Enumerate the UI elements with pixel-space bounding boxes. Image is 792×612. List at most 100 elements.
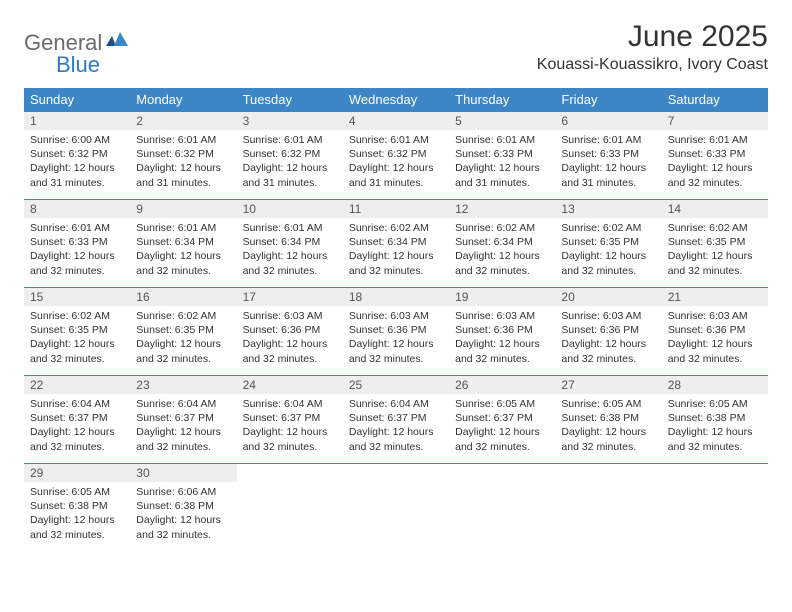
sunset-text: Sunset: 6:34 PM [136, 235, 230, 249]
day-body: Sunrise: 6:01 AMSunset: 6:32 PMDaylight:… [343, 130, 449, 196]
day-cell: 19Sunrise: 6:03 AMSunset: 6:36 PMDayligh… [449, 288, 555, 376]
sunrise-text: Sunrise: 6:05 AM [561, 397, 655, 411]
sunset-text: Sunset: 6:38 PM [136, 499, 230, 513]
daylight-text-2: and 32 minutes. [136, 440, 230, 454]
day-body: Sunrise: 6:03 AMSunset: 6:36 PMDaylight:… [449, 306, 555, 372]
daylight-text-2: and 32 minutes. [561, 440, 655, 454]
day-number: 14 [662, 200, 768, 218]
sunrise-text: Sunrise: 6:01 AM [136, 221, 230, 235]
sunrise-text: Sunrise: 6:05 AM [668, 397, 762, 411]
sunrise-text: Sunrise: 6:04 AM [136, 397, 230, 411]
sunrise-text: Sunrise: 6:01 AM [30, 221, 124, 235]
daylight-text-1: Daylight: 12 hours [561, 161, 655, 175]
sunrise-text: Sunrise: 6:01 AM [668, 133, 762, 147]
sunrise-text: Sunrise: 6:03 AM [349, 309, 443, 323]
day-cell: 16Sunrise: 6:02 AMSunset: 6:35 PMDayligh… [130, 288, 236, 376]
calendar-page: General June 2025 Kouassi-Kouassikro, Iv… [0, 0, 792, 572]
daylight-text-2: and 31 minutes. [349, 176, 443, 190]
daylight-text-1: Daylight: 12 hours [455, 425, 549, 439]
sunset-text: Sunset: 6:35 PM [668, 235, 762, 249]
day-body: Sunrise: 6:01 AMSunset: 6:33 PMDaylight:… [555, 130, 661, 196]
day-number: 9 [130, 200, 236, 218]
daylight-text-2: and 32 minutes. [30, 264, 124, 278]
day-number: 26 [449, 376, 555, 394]
day-cell: 24Sunrise: 6:04 AMSunset: 6:37 PMDayligh… [237, 376, 343, 464]
daylight-text-2: and 32 minutes. [243, 440, 337, 454]
daylight-text-1: Daylight: 12 hours [136, 249, 230, 263]
day-number: 18 [343, 288, 449, 306]
day-body: Sunrise: 6:01 AMSunset: 6:33 PMDaylight:… [662, 130, 768, 196]
day-number: 10 [237, 200, 343, 218]
daylight-text-1: Daylight: 12 hours [455, 337, 549, 351]
daylight-text-2: and 32 minutes. [349, 352, 443, 366]
day-cell: 25Sunrise: 6:04 AMSunset: 6:37 PMDayligh… [343, 376, 449, 464]
sunrise-text: Sunrise: 6:06 AM [136, 485, 230, 499]
weekday-header: Monday [130, 88, 236, 112]
sunset-text: Sunset: 6:32 PM [349, 147, 443, 161]
daylight-text-2: and 32 minutes. [243, 352, 337, 366]
day-body: Sunrise: 6:06 AMSunset: 6:38 PMDaylight:… [130, 482, 236, 548]
daylight-text-2: and 32 minutes. [455, 352, 549, 366]
day-cell: 9 Sunrise: 6:01 AMSunset: 6:34 PMDaylight… [130, 200, 236, 288]
weekday-header: Tuesday [237, 88, 343, 112]
day-number: 30 [130, 464, 236, 482]
daylight-text-1: Daylight: 12 hours [136, 425, 230, 439]
weekday-header: Thursday [449, 88, 555, 112]
daylight-text-1: Daylight: 12 hours [136, 161, 230, 175]
daylight-text-2: and 32 minutes. [243, 264, 337, 278]
day-cell: 5Sunrise: 6:01 AMSunset: 6:33 PMDaylight… [449, 112, 555, 200]
day-body: Sunrise: 6:01 AMSunset: 6:34 PMDaylight:… [237, 218, 343, 284]
day-cell [449, 464, 555, 552]
day-body: Sunrise: 6:01 AMSunset: 6:32 PMDaylight:… [130, 130, 236, 196]
weekday-header-row: Sunday Monday Tuesday Wednesday Thursday… [24, 88, 768, 112]
sunrise-text: Sunrise: 6:03 AM [455, 309, 549, 323]
day-cell: 18Sunrise: 6:03 AMSunset: 6:36 PMDayligh… [343, 288, 449, 376]
day-cell: 23Sunrise: 6:04 AMSunset: 6:37 PMDayligh… [130, 376, 236, 464]
day-cell: 6Sunrise: 6:01 AMSunset: 6:33 PMDaylight… [555, 112, 661, 200]
week-row: 15Sunrise: 6:02 AMSunset: 6:35 PMDayligh… [24, 288, 768, 376]
weekday-header: Wednesday [343, 88, 449, 112]
sunrise-text: Sunrise: 6:03 AM [668, 309, 762, 323]
daylight-text-2: and 31 minutes. [455, 176, 549, 190]
day-cell: 4Sunrise: 6:01 AMSunset: 6:32 PMDaylight… [343, 112, 449, 200]
sunrise-text: Sunrise: 6:04 AM [349, 397, 443, 411]
day-number: 23 [130, 376, 236, 394]
day-body: Sunrise: 6:05 AMSunset: 6:37 PMDaylight:… [449, 394, 555, 460]
logo-flag-icon [106, 32, 128, 55]
sunrise-text: Sunrise: 6:03 AM [561, 309, 655, 323]
daylight-text-1: Daylight: 12 hours [349, 249, 443, 263]
week-row: 8Sunrise: 6:01 AMSunset: 6:33 PMDaylight… [24, 200, 768, 288]
sunset-text: Sunset: 6:37 PM [243, 411, 337, 425]
daylight-text-2: and 32 minutes. [561, 352, 655, 366]
day-cell: 21Sunrise: 6:03 AMSunset: 6:36 PMDayligh… [662, 288, 768, 376]
day-cell: 22Sunrise: 6:04 AMSunset: 6:37 PMDayligh… [24, 376, 130, 464]
daylight-text-2: and 32 minutes. [349, 440, 443, 454]
day-cell: 28Sunrise: 6:05 AMSunset: 6:38 PMDayligh… [662, 376, 768, 464]
day-body: Sunrise: 6:02 AMSunset: 6:35 PMDaylight:… [662, 218, 768, 284]
sunrise-text: Sunrise: 6:03 AM [243, 309, 337, 323]
day-cell: 14Sunrise: 6:02 AMSunset: 6:35 PMDayligh… [662, 200, 768, 288]
sunrise-text: Sunrise: 6:01 AM [136, 133, 230, 147]
logo-text-blue: Blue [56, 52, 100, 78]
daylight-text-2: and 31 minutes. [243, 176, 337, 190]
week-row: 29Sunrise: 6:05 AMSunset: 6:38 PMDayligh… [24, 464, 768, 552]
daylight-text-2: and 32 minutes. [455, 264, 549, 278]
day-cell: 15Sunrise: 6:02 AMSunset: 6:35 PMDayligh… [24, 288, 130, 376]
daylight-text-2: and 32 minutes. [136, 352, 230, 366]
day-body: Sunrise: 6:04 AMSunset: 6:37 PMDaylight:… [343, 394, 449, 460]
week-row: 1Sunrise: 6:00 AMSunset: 6:32 PMDaylight… [24, 112, 768, 200]
day-cell: 1Sunrise: 6:00 AMSunset: 6:32 PMDaylight… [24, 112, 130, 200]
day-body: Sunrise: 6:04 AMSunset: 6:37 PMDaylight:… [130, 394, 236, 460]
day-body: Sunrise: 6:05 AMSunset: 6:38 PMDaylight:… [24, 482, 130, 548]
day-cell: 30Sunrise: 6:06 AMSunset: 6:38 PMDayligh… [130, 464, 236, 552]
day-body: Sunrise: 6:03 AMSunset: 6:36 PMDaylight:… [237, 306, 343, 372]
day-cell: 26Sunrise: 6:05 AMSunset: 6:37 PMDayligh… [449, 376, 555, 464]
day-number: 4 [343, 112, 449, 130]
daylight-text-1: Daylight: 12 hours [243, 161, 337, 175]
sunrise-text: Sunrise: 6:01 AM [349, 133, 443, 147]
day-cell [555, 464, 661, 552]
sunset-text: Sunset: 6:35 PM [561, 235, 655, 249]
daylight-text-2: and 32 minutes. [349, 264, 443, 278]
daylight-text-1: Daylight: 12 hours [30, 249, 124, 263]
daylight-text-2: and 32 minutes. [455, 440, 549, 454]
